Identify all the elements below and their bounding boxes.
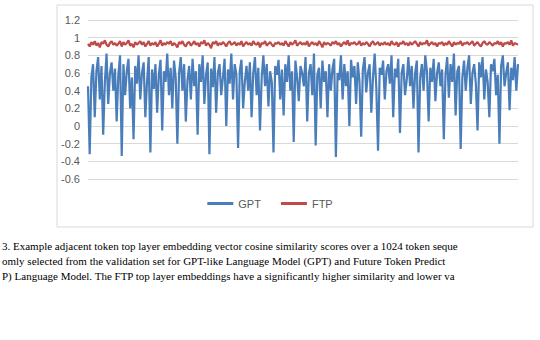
svg-text:1: 1	[74, 32, 80, 44]
svg-text:FTP: FTP	[312, 198, 333, 210]
svg-text:P) Language Model. The FTP top: P) Language Model. The FTP top layer emb…	[2, 270, 455, 283]
svg-text:0.4: 0.4	[65, 85, 80, 97]
svg-text:omly selected from the validat: omly selected from the validation set fo…	[2, 255, 445, 268]
svg-text:GPT: GPT	[238, 198, 261, 210]
svg-text:-0.4: -0.4	[61, 155, 80, 167]
svg-text:0: 0	[74, 120, 80, 132]
svg-text:-0.2: -0.2	[61, 138, 80, 150]
svg-text:0.8: 0.8	[65, 49, 80, 61]
svg-text:1.2: 1.2	[65, 14, 80, 26]
svg-text:-0.6: -0.6	[61, 173, 80, 185]
svg-text:0.6: 0.6	[65, 67, 80, 79]
svg-text:3. Example adjacent token top: 3. Example adjacent token top layer embe…	[2, 240, 458, 252]
svg-text:0.2: 0.2	[65, 102, 80, 114]
